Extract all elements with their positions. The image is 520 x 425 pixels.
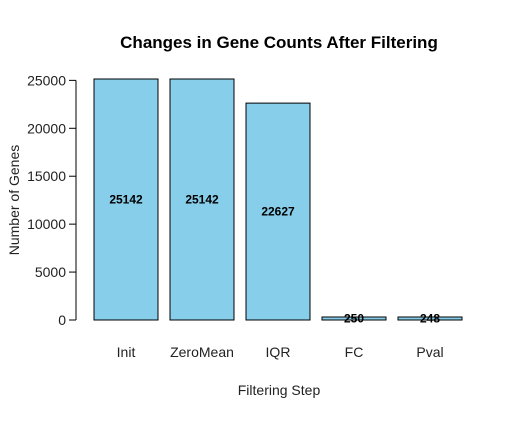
x-category-label: ZeroMean bbox=[170, 344, 234, 360]
bar-init bbox=[93, 78, 159, 321]
x-category-label: FC bbox=[345, 344, 364, 360]
y-tick-label: 0 bbox=[58, 312, 66, 328]
x-category-label: Pval bbox=[416, 344, 443, 360]
x-category-label: IQR bbox=[266, 344, 291, 360]
data-label: 22627 bbox=[261, 205, 295, 219]
y-tick-label: 20000 bbox=[27, 120, 66, 136]
bar-zeromean bbox=[169, 78, 235, 321]
y-axis: 0 5000 10000 15000 20000 25000 bbox=[27, 72, 77, 328]
data-label: 25142 bbox=[185, 193, 219, 207]
bar-pval bbox=[397, 316, 463, 321]
y-tick-label: 15000 bbox=[27, 168, 66, 184]
y-tick-label: 5000 bbox=[35, 264, 66, 280]
x-axis-title: Filtering Step bbox=[238, 382, 321, 398]
category-labels: Init ZeroMean IQR FC Pval bbox=[117, 344, 444, 360]
chart-title: Changes in Gene Counts After Filtering bbox=[120, 33, 438, 52]
data-label: 248 bbox=[420, 312, 440, 326]
x-category-label: Init bbox=[117, 344, 136, 360]
bar-iqr bbox=[245, 102, 311, 321]
data-label: 250 bbox=[344, 312, 364, 326]
y-tick-label: 25000 bbox=[27, 72, 66, 88]
y-tick-label: 10000 bbox=[27, 216, 66, 232]
bar-group: 25142 25142 22627 250 248 bbox=[93, 78, 463, 326]
bar-fc bbox=[321, 316, 387, 321]
y-axis-title: Number of Genes bbox=[6, 145, 22, 256]
data-label: 25142 bbox=[109, 193, 143, 207]
